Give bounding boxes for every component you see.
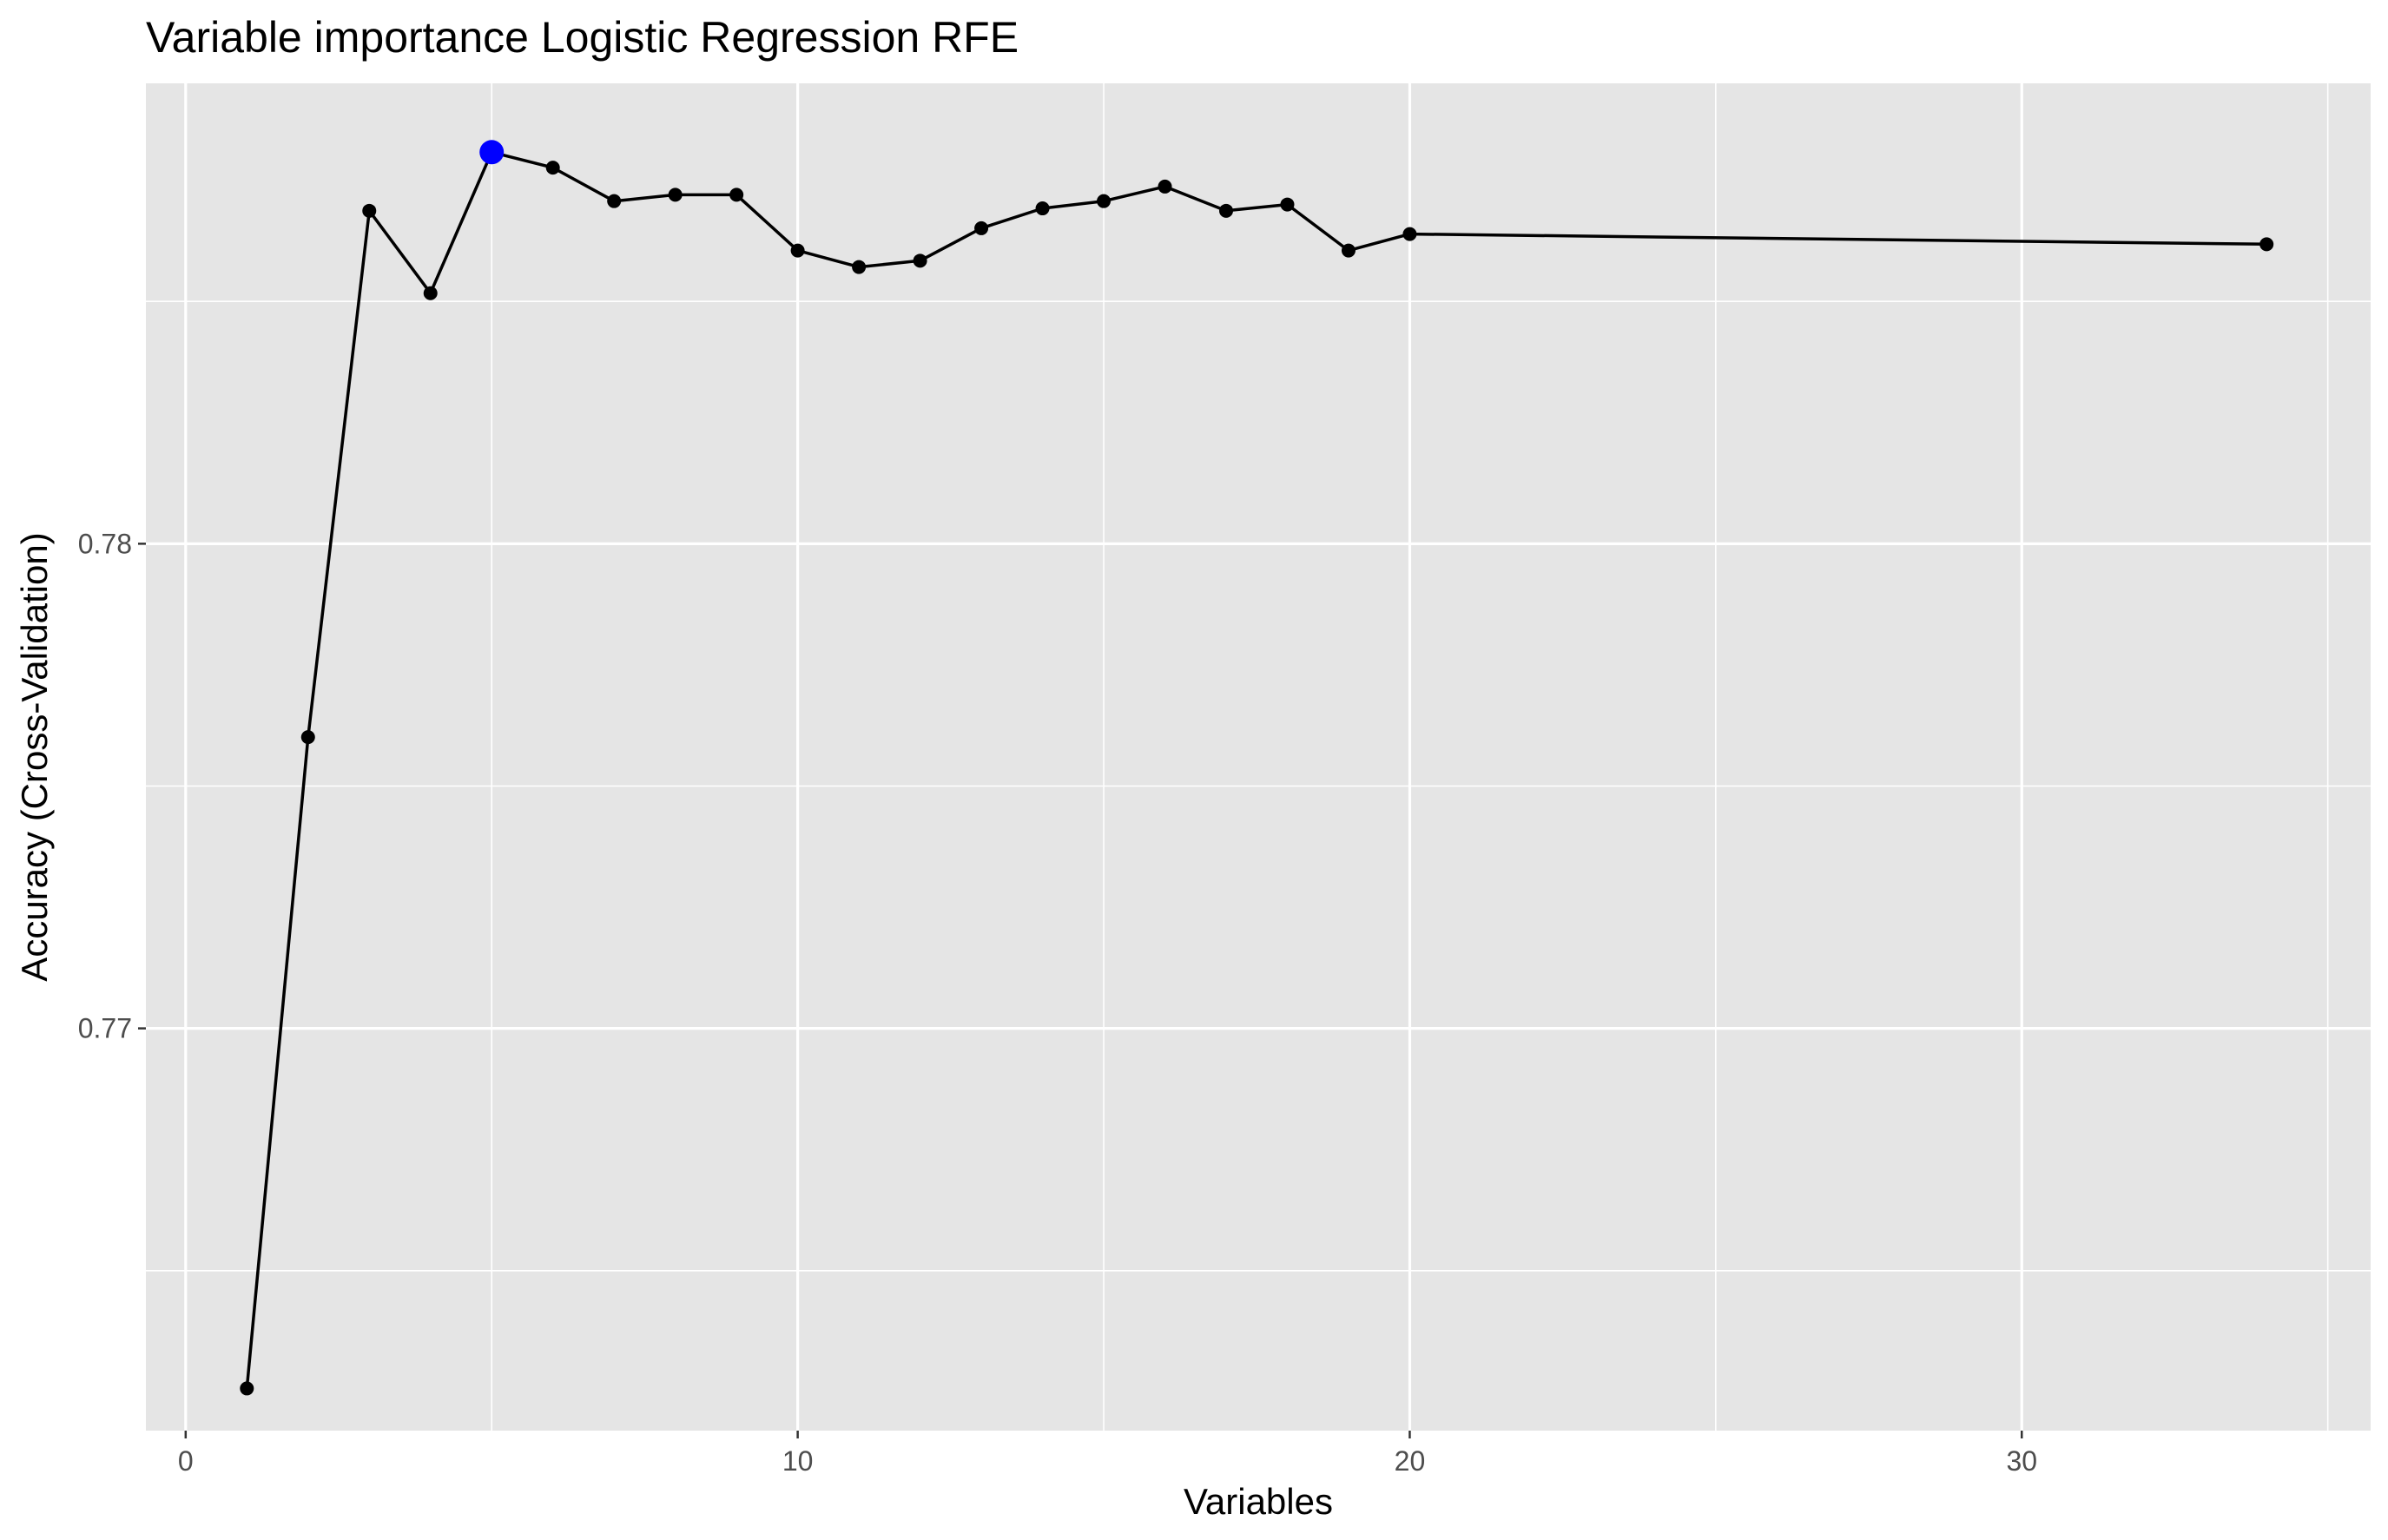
data-point [852,260,867,274]
data-point [790,243,805,258]
y-tick-label: 0.77 [78,1013,132,1044]
data-point [974,220,989,235]
data-point [729,188,744,202]
data-point [362,203,377,218]
y-axis-title: Accuracy (Cross-Validation) [14,532,55,981]
data-point [607,194,622,208]
data-point [2259,237,2274,252]
data-point [1218,203,1233,218]
data-point [913,253,927,268]
x-tick-label: 0 [178,1445,194,1477]
chart-title: Variable importance Logistic Regression … [146,13,1019,62]
data-point [1097,194,1112,208]
data-point [668,188,683,202]
y-tick-labels: 0.77 0.78 [78,528,132,1043]
data-point [240,1381,254,1396]
y-tick-label: 0.78 [78,528,132,559]
best-point-highlight [479,140,505,165]
x-axis-title: Variables [1184,1481,1333,1522]
data-point [1280,197,1295,212]
data-point [545,161,560,175]
data-points [240,145,2274,1396]
x-tick-label: 10 [782,1445,814,1477]
plot-panel [146,83,2371,1431]
x-tick-label: 20 [1395,1445,1426,1477]
x-tick-labels: 0 10 20 30 [178,1445,2037,1477]
axis-ticks [138,543,2023,1438]
data-point [300,730,315,745]
minor-gridlines [146,83,2371,1431]
data-point [423,286,438,300]
data-point [1402,227,1417,241]
data-point [1035,201,1050,216]
major-gridlines [146,83,2371,1431]
x-tick-label: 30 [2006,1445,2037,1477]
data-point [1341,243,1356,258]
data-point [1158,179,1172,194]
